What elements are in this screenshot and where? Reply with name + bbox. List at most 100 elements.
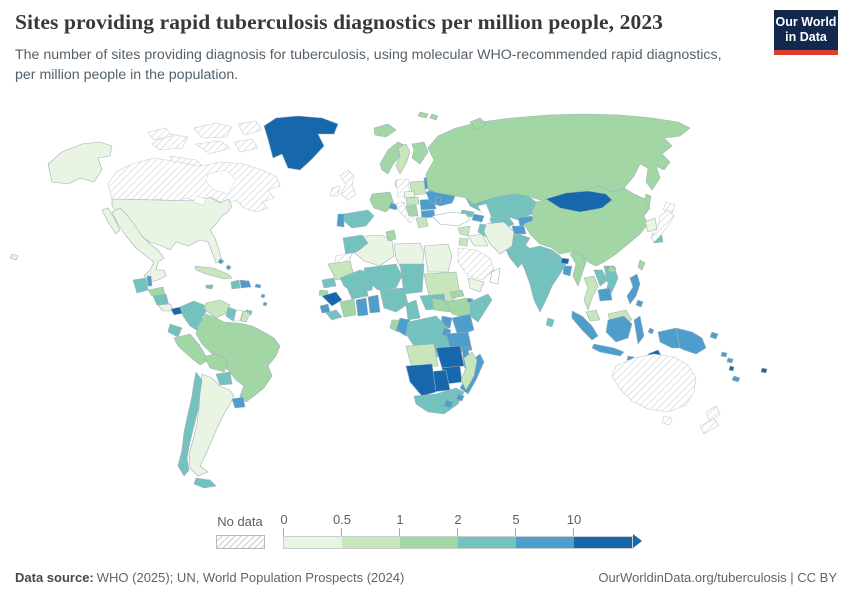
region-canada-arctic[interactable]	[237, 120, 263, 136]
region-mongolia[interactable]	[545, 190, 613, 213]
region-malaysia[interactable]	[585, 309, 601, 322]
owid-logo[interactable]: Our World in Data	[774, 10, 838, 55]
region-sri-lanka[interactable]	[545, 317, 555, 328]
license-link[interactable]: OurWorldinData.org/tuberculosis | CC BY	[598, 570, 837, 585]
region-cameroon[interactable]	[405, 299, 421, 321]
region-argentina[interactable]	[188, 373, 235, 477]
region-chile[interactable]	[177, 371, 203, 477]
region-australia[interactable]	[611, 353, 697, 413]
region-papua-new-guinea[interactable]	[675, 327, 707, 355]
region-namibia[interactable]	[405, 363, 437, 397]
region-sierra-leone[interactable]	[319, 303, 331, 314]
region-somalia[interactable]	[469, 293, 493, 323]
region-portugal[interactable]	[336, 213, 345, 228]
region-canada-arctic[interactable]	[193, 122, 233, 139]
legend-bin[interactable]	[516, 537, 574, 548]
region-bolivia[interactable]	[203, 353, 229, 373]
region-russia[interactable]	[425, 113, 691, 205]
region-india[interactable]	[517, 245, 567, 313]
region-france[interactable]	[369, 191, 395, 213]
region-puerto-rico[interactable]	[254, 283, 262, 289]
region-sweden[interactable]	[395, 143, 411, 175]
region-united-kingdom[interactable]	[339, 169, 357, 201]
region-brazil[interactable]	[195, 313, 281, 403]
region-angola[interactable]	[405, 343, 439, 369]
region-tunisia[interactable]	[385, 229, 397, 242]
region-eswatini[interactable]	[455, 393, 465, 402]
region-cambodia[interactable]	[597, 287, 613, 302]
region-venezuela[interactable]	[203, 299, 231, 319]
region-north-korea[interactable]	[644, 217, 658, 233]
region-java[interactable]	[591, 343, 625, 357]
region-french-guiana[interactable]	[240, 310, 251, 323]
region-new-zealand[interactable]	[699, 418, 720, 435]
region-tasmania[interactable]	[661, 415, 673, 426]
region-guinea[interactable]	[321, 291, 343, 307]
region-moluccas[interactable]	[647, 327, 655, 335]
region-jordan[interactable]	[458, 237, 469, 247]
region-turkey[interactable]	[431, 211, 471, 227]
legend-no-data-swatch[interactable]	[216, 535, 265, 549]
region-spain[interactable]	[343, 209, 375, 229]
region-niger[interactable]	[363, 263, 403, 291]
region-finland[interactable]	[411, 141, 429, 165]
region-hawaii[interactable]	[9, 253, 19, 261]
region-baja[interactable]	[101, 207, 121, 235]
region-balkans[interactable]	[405, 204, 419, 217]
region-bahamas[interactable]	[225, 264, 232, 271]
region-kenya[interactable]	[451, 313, 475, 337]
region-kalimantan[interactable]	[605, 315, 633, 343]
region-taiwan[interactable]	[637, 259, 646, 271]
region-alaska[interactable]	[47, 141, 113, 185]
region-solomon-islands[interactable]	[720, 351, 728, 358]
region-belize[interactable]	[146, 275, 153, 287]
region-iceland[interactable]	[373, 123, 397, 138]
region-mexico[interactable]	[111, 207, 167, 283]
region-nepal[interactable]	[543, 251, 559, 261]
region-burkina-faso[interactable]	[347, 285, 369, 300]
region-lesser-antilles[interactable]	[260, 293, 266, 299]
region-paraguay[interactable]	[215, 371, 233, 386]
region-canada-arctic[interactable]	[233, 138, 259, 153]
region-liberia[interactable]	[325, 309, 343, 321]
region-syria[interactable]	[457, 225, 471, 237]
region-guyana[interactable]	[225, 306, 237, 322]
region-bangladesh[interactable]	[562, 265, 573, 277]
region-yemen[interactable]	[467, 277, 485, 293]
region-sumatra[interactable]	[571, 310, 599, 341]
region-ireland[interactable]	[329, 185, 341, 197]
region-azerbaijan[interactable]	[471, 213, 485, 223]
region-haiti[interactable]	[230, 279, 241, 290]
region-greenland[interactable]	[263, 115, 339, 171]
region-bahamas[interactable]	[217, 258, 225, 265]
region-guatemala[interactable]	[132, 277, 149, 294]
region-zambia[interactable]	[435, 345, 465, 369]
legend-bin[interactable]	[400, 537, 458, 548]
region-new-caledonia[interactable]	[731, 375, 741, 383]
region-china[interactable]	[523, 185, 651, 267]
region-greece[interactable]	[415, 216, 429, 229]
region-nigeria[interactable]	[379, 287, 409, 313]
region-svalbard[interactable]	[429, 113, 439, 121]
region-iraq[interactable]	[467, 233, 489, 247]
region-hainan[interactable]	[607, 265, 617, 274]
region-senegal[interactable]	[321, 277, 337, 289]
region-myanmar[interactable]	[569, 251, 587, 287]
region-togo-benin[interactable]	[367, 294, 381, 314]
legend-bin[interactable]	[574, 537, 632, 548]
region-tierra-del-fuego[interactable]	[193, 477, 217, 489]
region-egypt[interactable]	[423, 243, 453, 273]
legend-bin[interactable]	[458, 537, 516, 548]
region-canada-arctic[interactable]	[195, 140, 231, 155]
region-italy[interactable]	[395, 201, 415, 224]
region-ghana[interactable]	[355, 297, 369, 317]
region-saudi-arabia[interactable]	[457, 247, 495, 281]
region-ivory-coast[interactable]	[339, 298, 357, 318]
region-novaya-zemlya[interactable]	[469, 117, 487, 131]
region-fiji[interactable]	[760, 367, 768, 374]
region-philippines[interactable]	[635, 299, 644, 308]
region-south-africa[interactable]	[413, 387, 465, 415]
region-svalbard[interactable]	[417, 111, 429, 119]
region-dominican-republic[interactable]	[239, 279, 252, 289]
region-austria-hungary[interactable]	[405, 196, 420, 206]
